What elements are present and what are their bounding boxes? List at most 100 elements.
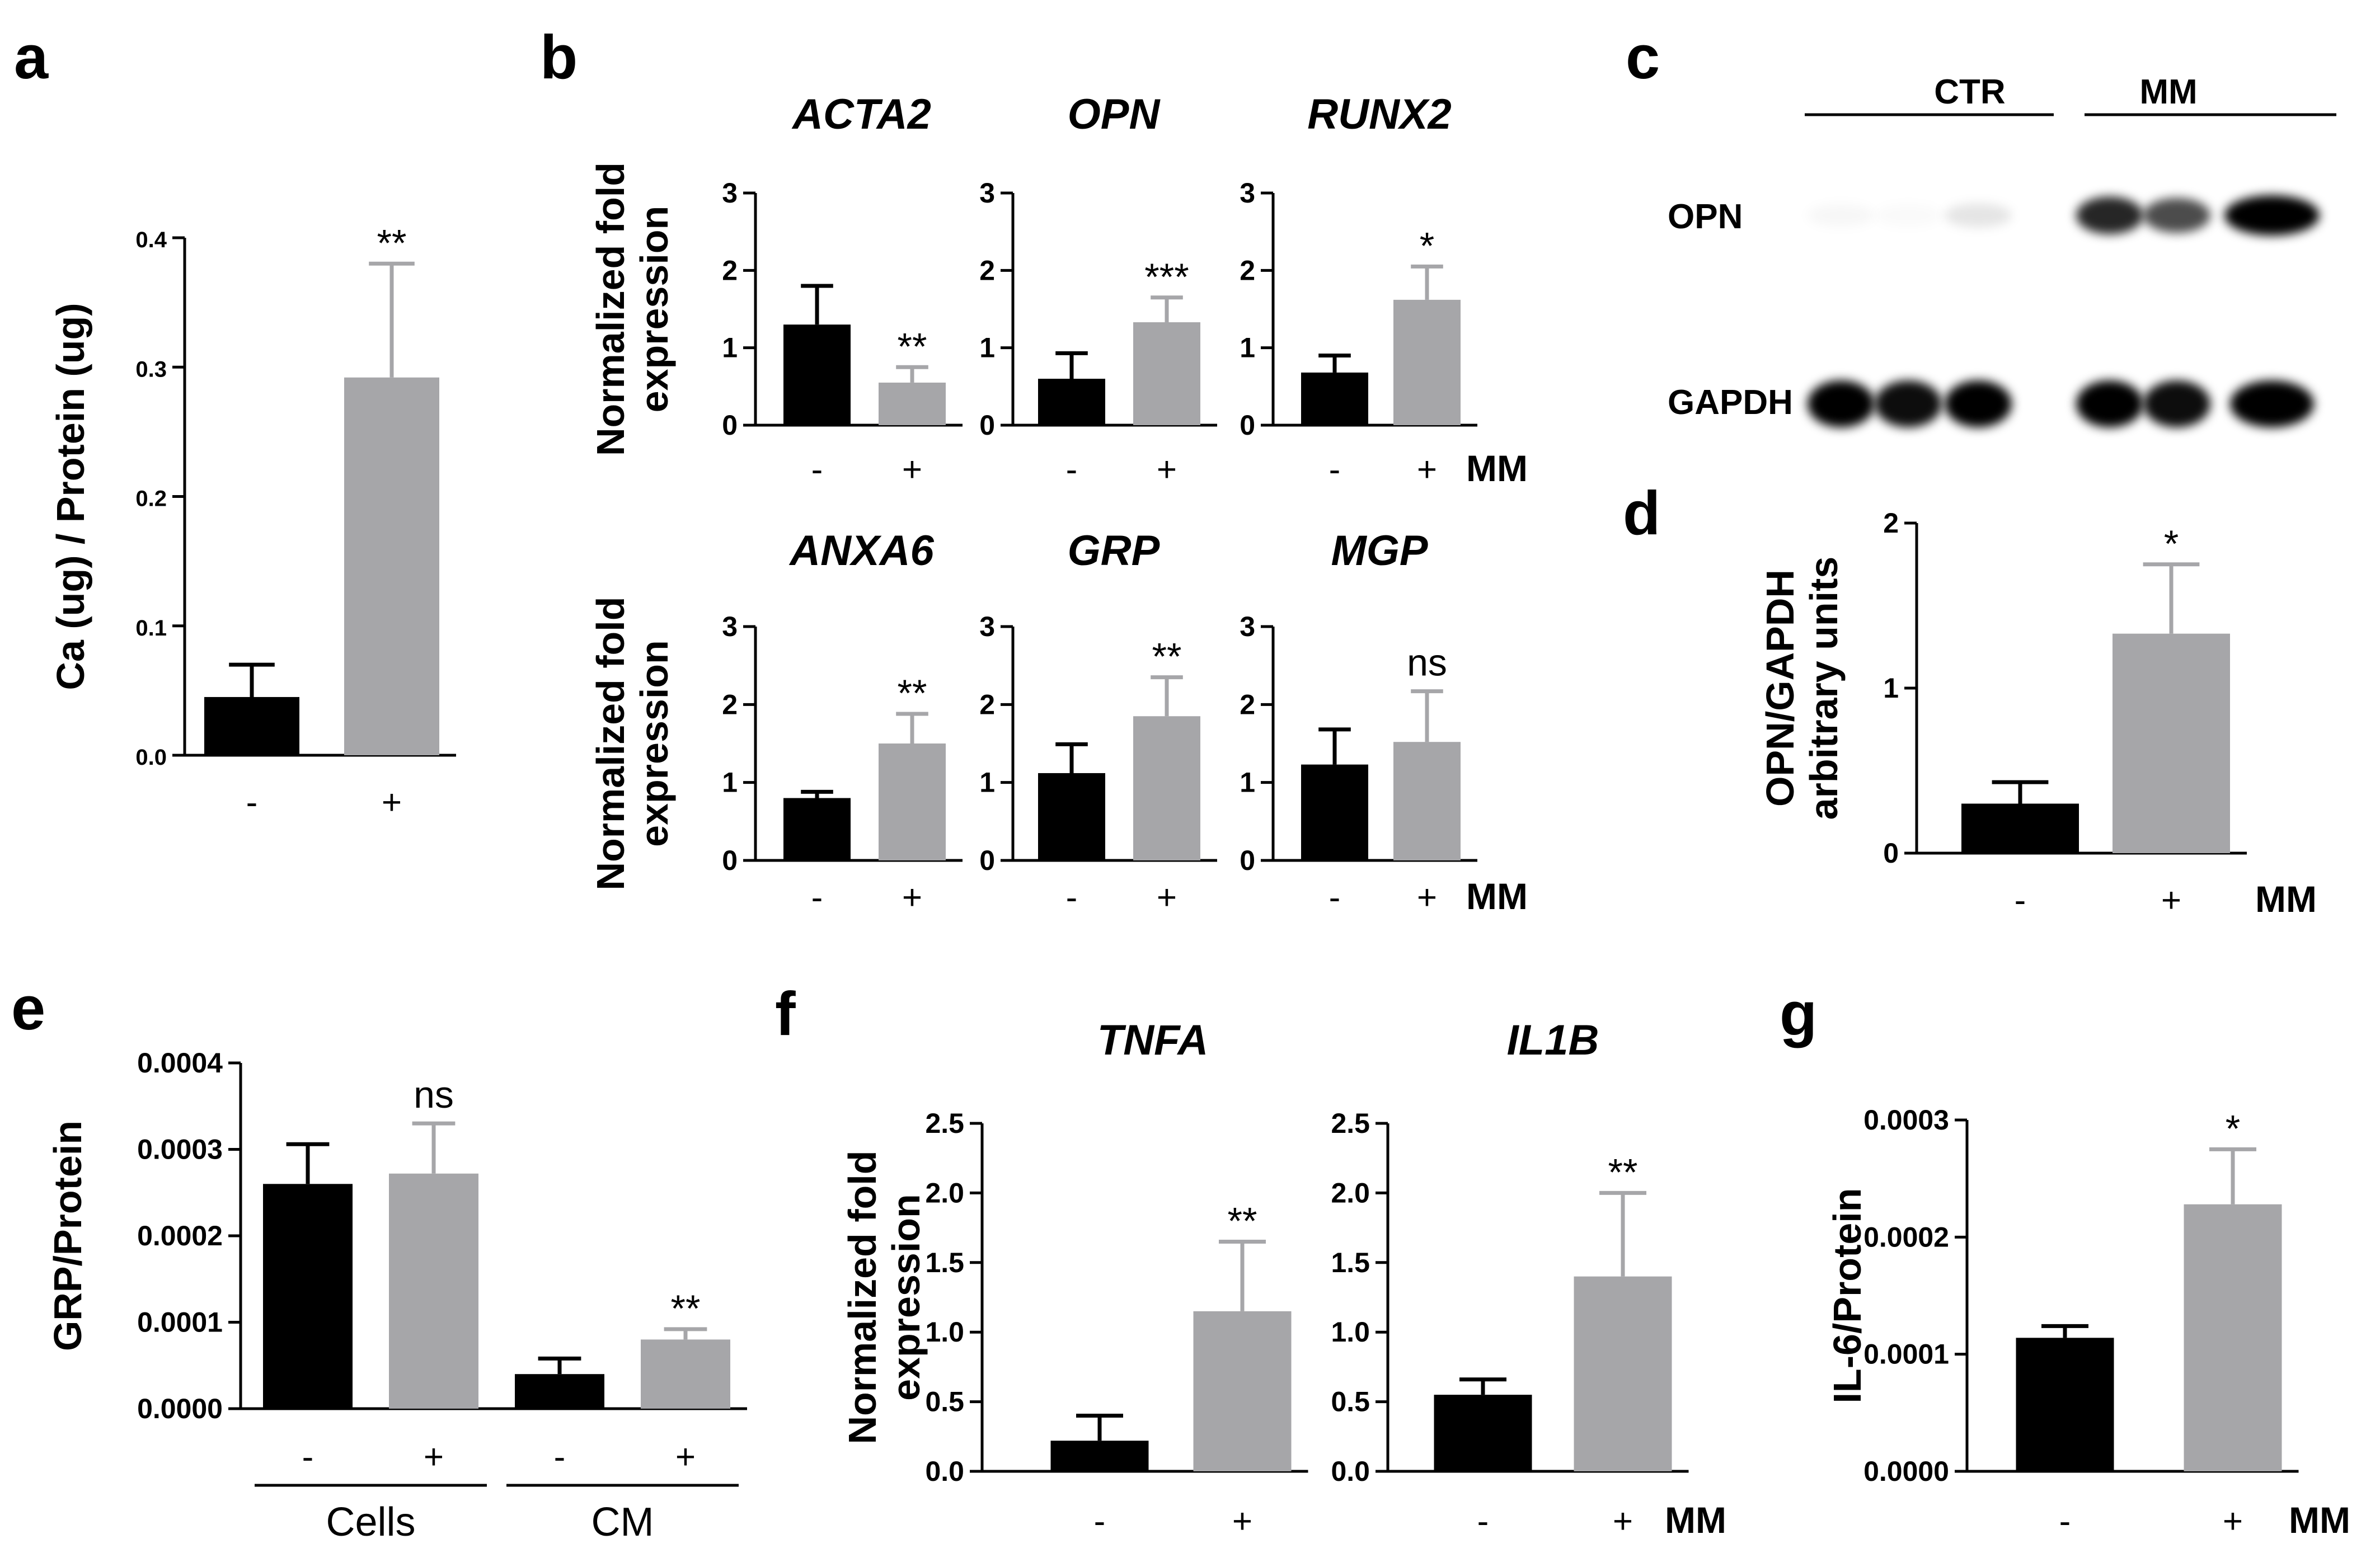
chart-title: IL1B xyxy=(1507,1016,1599,1064)
y-tick-label: 2 xyxy=(1240,689,1255,720)
y-tick-label: 1 xyxy=(722,332,738,364)
significance-label: ns xyxy=(414,1074,454,1116)
bar-b-acta2-0 xyxy=(783,324,851,425)
y-axis-label: IL-6/Protein xyxy=(1825,1188,1869,1403)
blot-row-gapdh: GAPDH xyxy=(1668,383,1793,422)
y-tick-label: 0 xyxy=(1883,837,1899,869)
chart-title: OPN xyxy=(1068,91,1161,138)
significance-label: * xyxy=(2164,523,2179,565)
panel-label-b: b xyxy=(540,23,578,92)
bar-b-runx2-0 xyxy=(1301,372,1368,425)
y-tick-label: 0.0000 xyxy=(137,1393,223,1424)
opn-band xyxy=(2143,197,2210,233)
panel-label-g: g xyxy=(1780,980,1817,1048)
x-tick-label: + xyxy=(382,783,402,822)
x-tick-label: - xyxy=(811,878,823,917)
y-tick-label: 0.0004 xyxy=(137,1047,223,1079)
bar-b-mgp-0 xyxy=(1301,764,1368,860)
y-tick-label: 2 xyxy=(722,689,738,720)
y-tick-label: 2.0 xyxy=(925,1177,964,1208)
x-tick-label: - xyxy=(554,1438,566,1476)
y-tick-label: 0.1 xyxy=(135,616,167,641)
chart-b-runx2: 0 1 2 3 - * + RUNX2 xyxy=(1240,91,1477,489)
chart-b-mgp: 0 1 2 3 - ns + MGP xyxy=(1240,527,1477,917)
y-tick-label: 2 xyxy=(979,255,995,286)
bar-f-il1b-0 xyxy=(1434,1395,1532,1471)
bar-b-runx2-1 xyxy=(1393,299,1461,425)
bar-b-anxa6-0 xyxy=(783,798,851,860)
y-tick-label: 0 xyxy=(979,410,995,441)
significance-label: ** xyxy=(377,222,407,264)
mm-label-b-top: MM xyxy=(1466,448,1528,489)
opn-band xyxy=(1875,204,1942,227)
x-tick-label: - xyxy=(811,450,823,489)
y-axis-label: Normalized foldexpression xyxy=(589,596,676,890)
y-axis-label: GRP/Protein xyxy=(46,1121,90,1351)
x-tick-label: - xyxy=(1094,1502,1106,1541)
x-tick-label: - xyxy=(1066,878,1078,917)
x-tick-label: - xyxy=(1329,878,1341,917)
x-tick-label: + xyxy=(1157,450,1177,489)
opn-band xyxy=(2224,195,2320,236)
y-tick-label: 0.0002 xyxy=(137,1220,223,1251)
mm-label-f: MM xyxy=(1665,1499,1726,1541)
y-tick-label: 1.5 xyxy=(925,1247,964,1278)
chart-b-grp: 0 1 2 3 - ** + GRP xyxy=(979,527,1217,917)
western-blot: CTR MM OPN GAPDH xyxy=(1668,73,2336,427)
gapdh-band xyxy=(2076,380,2143,427)
mm-label-d: MM xyxy=(2255,878,2317,920)
panel-label-a: a xyxy=(14,23,49,92)
bar-g-0 xyxy=(2016,1338,2114,1471)
x-tick-label: + xyxy=(424,1438,444,1476)
y-tick-label: 1 xyxy=(1240,332,1255,364)
bar-d-1 xyxy=(2113,633,2230,853)
x-tick-label: + xyxy=(1417,878,1437,917)
y-tick-label: 1.5 xyxy=(1331,1247,1370,1278)
significance-label: * xyxy=(2226,1107,2240,1150)
y-tick-label: 1 xyxy=(1883,672,1899,704)
y-tick-label: 0.0001 xyxy=(137,1307,223,1338)
significance-label: * xyxy=(1420,224,1434,267)
y-tick-label: 0.2 xyxy=(135,487,167,511)
y-tick-label: 2 xyxy=(1883,507,1899,539)
bar-b-opn-1 xyxy=(1133,322,1200,425)
bar-b-grp-0 xyxy=(1038,773,1105,860)
y-tick-label: 0.4 xyxy=(135,228,167,252)
chart-b-anxa6: 0 1 2 3 - ** + ANXA6 Normalized foldexpression xyxy=(589,527,963,917)
chart-title: TNFA xyxy=(1097,1016,1208,1064)
chart-f-il1b: 0.0 0.5 1.0 1.5 2.0 2.5 - ** + IL1B xyxy=(1331,1016,1689,1541)
significance-label: ** xyxy=(898,672,927,714)
y-tick-label: 3 xyxy=(722,177,738,209)
y-tick-label: 3 xyxy=(979,611,995,642)
significance-label: ** xyxy=(1228,1199,1257,1242)
chart-title: ANXA6 xyxy=(788,527,934,575)
chart-b-opn: 0 1 2 3 - *** + OPN xyxy=(979,91,1217,489)
gapdh-band xyxy=(1875,380,1942,427)
gapdh-band xyxy=(1808,380,1875,427)
significance-label: ** xyxy=(1608,1151,1638,1193)
panel-label-d: d xyxy=(1623,479,1660,548)
y-tick-label: 0.0 xyxy=(925,1456,964,1487)
bar-b-opn-0 xyxy=(1038,379,1105,425)
y-tick-label: 3 xyxy=(1240,611,1255,642)
x-tick-label: + xyxy=(1417,450,1437,489)
gapdh-band xyxy=(1945,380,2012,427)
significance-label: ** xyxy=(1152,636,1182,678)
y-tick-label: 1 xyxy=(1240,767,1255,798)
bar-f-il1b-1 xyxy=(1574,1276,1672,1471)
significance-label: ** xyxy=(671,1287,701,1330)
x-tick-label: - xyxy=(246,783,258,822)
group-label: CM xyxy=(592,1500,654,1545)
y-tick-label: 2.5 xyxy=(1331,1108,1370,1139)
bar-d-0 xyxy=(1961,803,2079,853)
y-tick-label: 3 xyxy=(1240,177,1255,209)
mm-label-g: MM xyxy=(2289,1499,2350,1541)
bar-e-1 xyxy=(389,1173,478,1409)
bar-e-0 xyxy=(263,1184,353,1409)
blot-row-opn: OPN xyxy=(1668,197,1743,236)
y-tick-label: 1.0 xyxy=(1331,1316,1370,1348)
opn-band xyxy=(2076,196,2143,234)
y-tick-label: 0 xyxy=(1240,845,1255,876)
